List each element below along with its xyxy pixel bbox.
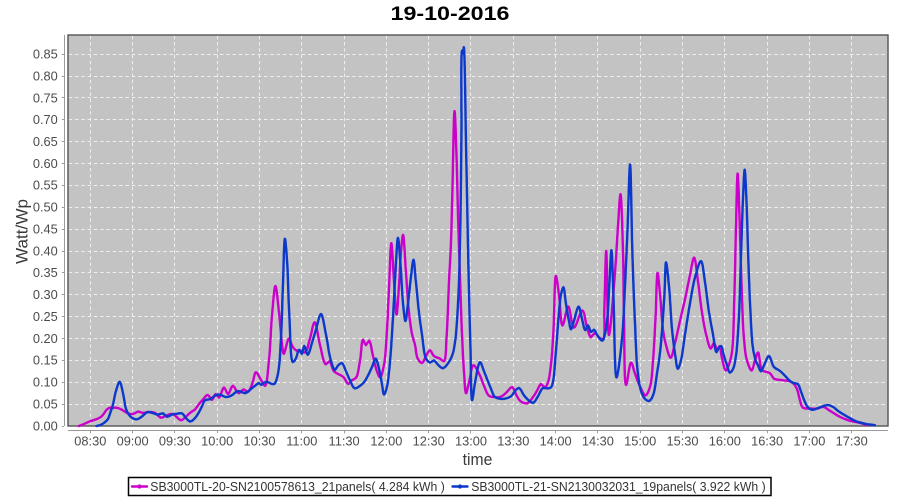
svg-text:0.60: 0.60 xyxy=(33,156,58,171)
svg-text:09:00: 09:00 xyxy=(117,434,149,449)
svg-text:08:30: 08:30 xyxy=(74,434,106,449)
svg-text:0.40: 0.40 xyxy=(33,243,58,258)
svg-text:17:00: 17:00 xyxy=(793,434,825,449)
svg-text:0.30: 0.30 xyxy=(33,287,58,302)
svg-text:0.00: 0.00 xyxy=(33,418,58,433)
svg-text:0.80: 0.80 xyxy=(33,68,58,83)
svg-text:10:00: 10:00 xyxy=(201,434,233,449)
svg-text:0.25: 0.25 xyxy=(33,309,58,324)
svg-text:0.35: 0.35 xyxy=(33,265,58,280)
svg-text:11:30: 11:30 xyxy=(329,434,360,449)
svg-text:16:00: 16:00 xyxy=(709,434,741,449)
svg-text:0.15: 0.15 xyxy=(33,353,58,368)
svg-text:0.45: 0.45 xyxy=(33,222,58,237)
svg-text:0.85: 0.85 xyxy=(33,47,58,62)
svg-text:SB3000TL-21-SN2130032031_19pan: SB3000TL-21-SN2130032031_19panels( 3.922… xyxy=(471,479,766,494)
svg-text:0.05: 0.05 xyxy=(33,396,58,411)
svg-text:17:30: 17:30 xyxy=(836,434,868,449)
svg-text:time: time xyxy=(463,450,493,469)
svg-text:12:00: 12:00 xyxy=(370,434,402,449)
svg-text:SB3000TL-20-SN2100578613_21pan: SB3000TL-20-SN2100578613_21panels( 4.284… xyxy=(150,479,445,494)
svg-text:0.75: 0.75 xyxy=(33,90,58,105)
svg-text:13:00: 13:00 xyxy=(455,434,487,449)
svg-text:15:30: 15:30 xyxy=(666,434,698,449)
svg-text:09:30: 09:30 xyxy=(159,434,191,449)
svg-text:14:30: 14:30 xyxy=(582,434,614,449)
svg-text:0.50: 0.50 xyxy=(33,200,58,215)
svg-text:11:00: 11:00 xyxy=(286,434,317,449)
svg-text:14:00: 14:00 xyxy=(540,434,572,449)
svg-text:12:30: 12:30 xyxy=(413,434,445,449)
svg-text:19-10-2016: 19-10-2016 xyxy=(391,3,510,25)
svg-text:Watt/Wp: Watt/Wp xyxy=(13,199,32,264)
svg-text:13:30: 13:30 xyxy=(497,434,529,449)
svg-text:15:00: 15:00 xyxy=(624,434,656,449)
svg-text:0.20: 0.20 xyxy=(33,331,58,346)
svg-text:10:30: 10:30 xyxy=(243,434,275,449)
svg-text:0.65: 0.65 xyxy=(33,134,58,149)
svg-text:0.70: 0.70 xyxy=(33,112,58,127)
svg-text:0.10: 0.10 xyxy=(33,375,58,390)
svg-text:16:30: 16:30 xyxy=(751,434,783,449)
svg-text:0.55: 0.55 xyxy=(33,178,58,193)
